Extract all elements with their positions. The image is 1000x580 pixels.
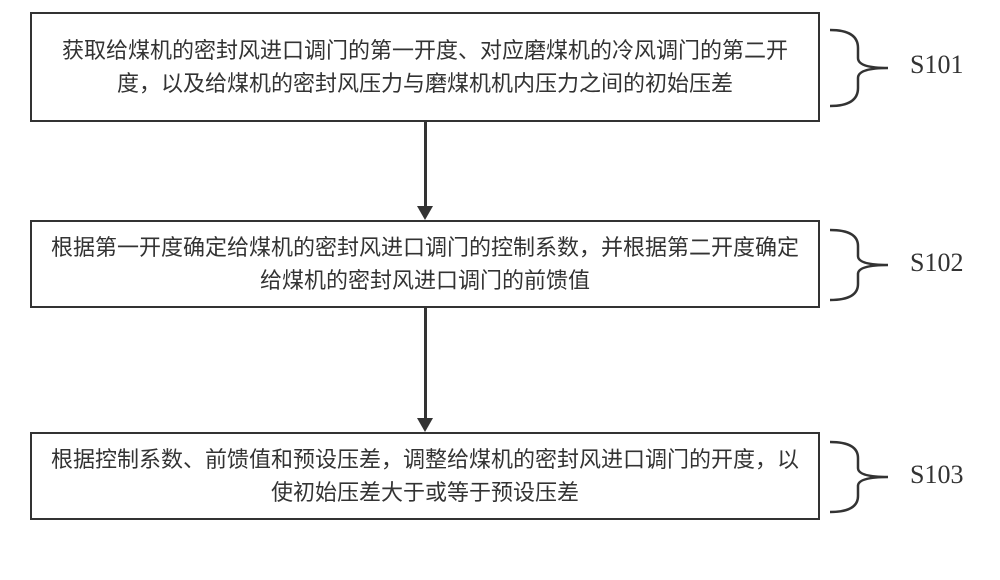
flow-label-s101: S101 [910, 50, 963, 80]
flow-arrow [424, 308, 427, 420]
flow-step-text: 根据第一开度确定给煤机的密封风进口调门的控制系数，并根据第二开度确定给煤机的密封… [50, 231, 800, 297]
flow-step-s102: 根据第一开度确定给煤机的密封风进口调门的控制系数，并根据第二开度确定给煤机的密封… [30, 220, 820, 308]
flow-label-s102: S102 [910, 248, 963, 278]
brace-icon [826, 438, 896, 516]
flow-step-s101: 获取给煤机的密封风进口调门的第一开度、对应磨煤机的冷风调门的第二开度，以及给煤机… [30, 12, 820, 122]
flow-step-text: 根据控制系数、前馈值和预设压差，调整给煤机的密封风进口调门的开度，以使初始压差大… [50, 443, 800, 509]
arrow-down-icon [417, 418, 433, 432]
flow-step-text: 获取给煤机的密封风进口调门的第一开度、对应磨煤机的冷风调门的第二开度，以及给煤机… [50, 34, 800, 100]
arrow-down-icon [417, 206, 433, 220]
brace-icon [826, 26, 896, 110]
flow-arrow [424, 122, 427, 208]
flow-step-s103: 根据控制系数、前馈值和预设压差，调整给煤机的密封风进口调门的开度，以使初始压差大… [30, 432, 820, 520]
flow-label-s103: S103 [910, 460, 963, 490]
brace-icon [826, 226, 896, 304]
